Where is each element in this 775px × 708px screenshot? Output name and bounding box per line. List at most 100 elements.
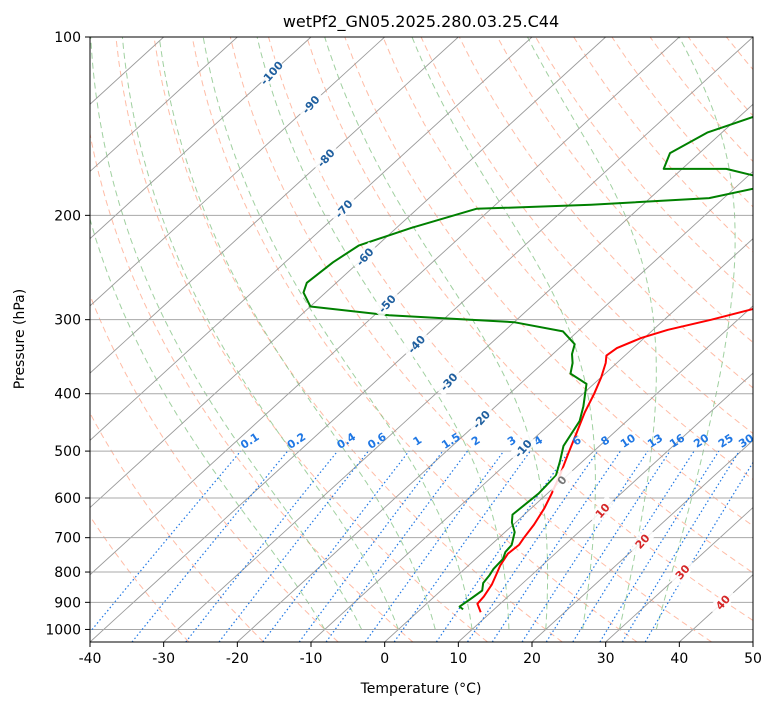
mixing-ratio-label: 2	[469, 433, 483, 448]
dry-adiabat-label-bg	[508, 433, 537, 463]
dry-adiabat-label-bg	[434, 366, 463, 397]
isotherm-line	[90, 37, 680, 576]
plot-frame	[89, 36, 754, 643]
y-tick-label: 1000	[45, 622, 81, 638]
dry-adiabat-label-bg	[372, 288, 401, 319]
grid-layer	[90, 37, 775, 642]
isotherm-line	[458, 372, 753, 642]
mixing-ratio-line	[185, 450, 339, 642]
x-tick-label: 20	[523, 651, 541, 667]
isotherm-line	[752, 641, 753, 642]
isotherm-line	[90, 37, 606, 509]
mixing-ratio-line	[466, 450, 599, 642]
mixing-ratio-label: 20	[691, 431, 711, 450]
dry-adiabat	[573, 37, 753, 253]
y-tick-label: 700	[54, 531, 81, 547]
mixing-ratio-label: 36	[757, 431, 775, 450]
mixing-ratio-line	[90, 450, 242, 633]
dry-adiabat-label-bg	[667, 556, 697, 587]
x-tick-label: 30	[597, 651, 615, 667]
x-axis-label: Temperature (°C)	[360, 681, 482, 697]
mixing-ratio-label: 10	[618, 431, 638, 450]
y-tick-label: 200	[54, 208, 81, 224]
mixing-ratio-line	[599, 450, 720, 642]
series-layer	[302, 115, 753, 613]
x-tick-label: 10	[449, 651, 467, 667]
dry-adiabat	[90, 131, 414, 642]
dry-adiabat-label-bg	[401, 329, 431, 359]
moist-adiabat	[256, 37, 510, 630]
dry-adiabat	[765, 37, 775, 642]
moist-adiabat	[527, 37, 657, 630]
x-tick-label: -30	[152, 651, 175, 667]
mixing-ratio-label: 0.2	[285, 430, 308, 452]
x-tick-label: -20	[226, 651, 249, 667]
mixing-ratio-line	[572, 450, 695, 642]
mixing-ratio-line	[435, 450, 570, 642]
dry-adiabat-label-bg	[350, 241, 379, 272]
mixing-ratio-label: 30	[736, 431, 756, 450]
mixing-ratio-line	[262, 450, 410, 642]
isotherm-line	[90, 37, 459, 374]
moist-adiabat	[90, 37, 363, 630]
mixing-ratio-line	[545, 450, 671, 642]
dry-adiabat-label-bg	[708, 587, 737, 617]
mixing-ratio-line	[521, 450, 649, 642]
temperature-profile	[476, 307, 753, 613]
x-tick-label: 0	[380, 651, 389, 667]
dry-adiabat	[382, 37, 753, 481]
dry-adiabat	[306, 37, 753, 574]
x-tick-label: -10	[300, 651, 323, 667]
mixing-ratio-line	[364, 450, 505, 642]
y-tick-label: 100	[54, 30, 81, 46]
y-tick-label: 800	[54, 565, 81, 581]
x-tick-label: -40	[79, 651, 102, 667]
y-tick-label: 400	[54, 387, 81, 403]
y-tick-label: 900	[54, 595, 81, 611]
isotherm-line	[90, 37, 238, 173]
isotherm-line	[605, 506, 753, 642]
mixing-ratio-label: 25	[716, 431, 736, 450]
mixing-ratio-label: 13	[645, 431, 665, 450]
dry-adiabat-label-bg	[296, 89, 325, 119]
isotherm-line	[237, 170, 753, 642]
dry-adiabat-label-bg	[329, 193, 358, 224]
isotherm-line	[90, 37, 385, 307]
dry-adiabat-label-bg	[587, 495, 617, 526]
dry-adiabat-label-bg	[627, 526, 657, 556]
mixing-ratio-line	[393, 450, 531, 642]
mixing-ratio-line	[218, 450, 369, 642]
isopleth-labels: 0.1 0.2 0.4 0.6 1 1.5 2 3 4 6 8 10 13 16 20 25 30 36-100-…	[238, 57, 775, 617]
mixing-ratio-line	[621, 450, 740, 642]
isotherm-line	[163, 103, 753, 642]
dry-adiabat	[153, 37, 563, 642]
dry-adiabat-label-bg	[547, 465, 576, 495]
dewpoint-profile	[302, 115, 753, 611]
y-axis-label: Pressure (hPa)	[12, 289, 28, 389]
isotherm-line	[310, 238, 753, 642]
mixing-ratio-line	[491, 450, 621, 642]
dry-adiabat-label-bg	[466, 404, 496, 434]
y-tick-label: 300	[54, 313, 81, 329]
dry-adiabat-label-bg	[256, 57, 286, 88]
moist-adiabat	[411, 37, 596, 630]
y-tick-label: 600	[54, 491, 81, 507]
moist-adiabat	[90, 217, 326, 630]
dry-adiabat	[649, 37, 753, 163]
mixing-ratio-label: 1	[411, 433, 425, 448]
dry-adiabat	[496, 37, 753, 344]
mixing-ratio-label: 0.4	[335, 430, 359, 452]
moist-adiabat	[324, 37, 549, 630]
mixing-ratio-line	[131, 450, 289, 642]
dry-adiabat	[90, 515, 190, 642]
dry-adiabat	[268, 37, 753, 622]
moist-adiabat	[202, 37, 473, 630]
mixing-ratio-line	[325, 450, 468, 642]
axes-layer: -40 -30 -20 -10 0 10 20 30 40 50 100 200 300 400 500 60…	[45, 30, 762, 667]
dry-adiabat	[90, 412, 264, 642]
dry-adiabat	[687, 37, 753, 117]
dry-adiabat	[115, 37, 488, 642]
moist-adiabat	[158, 37, 436, 630]
mixing-ratio-label: 0.6	[365, 430, 389, 452]
